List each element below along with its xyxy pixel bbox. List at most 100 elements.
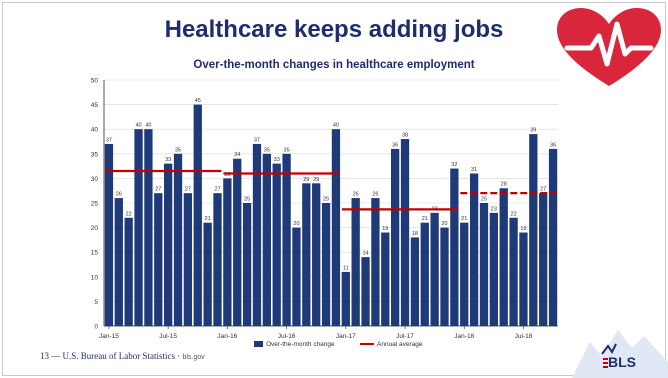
- bar: [489, 212, 498, 326]
- bar: [233, 158, 242, 326]
- y-tick-label: 10: [91, 274, 99, 281]
- chart-subtitle: Over-the-month changes in healthcare emp…: [193, 59, 475, 71]
- bar: [124, 217, 133, 326]
- heart-pulse-icon: [557, 8, 661, 86]
- data-label: 36: [550, 142, 556, 148]
- data-label: 29: [303, 177, 309, 183]
- data-label: 21: [422, 216, 428, 222]
- data-label: 40: [145, 123, 151, 129]
- page-number: 13: [40, 351, 49, 361]
- y-tick-label: 30: [91, 176, 99, 183]
- y-tick-label: 35: [91, 151, 99, 158]
- data-label: 26: [116, 192, 122, 198]
- bar: [292, 227, 301, 326]
- data-label: 22: [511, 211, 517, 217]
- y-tick-label: 20: [91, 225, 99, 232]
- bar: [252, 143, 262, 326]
- x-tick-label: Jul-16: [278, 333, 296, 340]
- data-label: 38: [402, 133, 408, 139]
- bar: [479, 203, 489, 326]
- bar: [114, 198, 123, 326]
- data-label: 22: [126, 211, 132, 217]
- data-label: 33: [274, 157, 280, 163]
- data-label: 39: [530, 128, 536, 134]
- data-label: 18: [412, 231, 418, 237]
- footer-source: — U.S. Bureau of Labor Statistics ·: [51, 351, 181, 361]
- data-label: 20: [441, 221, 447, 227]
- data-label: 31: [471, 167, 477, 173]
- data-label: 34: [234, 152, 240, 158]
- data-label: 28: [501, 182, 507, 188]
- bar: [391, 148, 400, 326]
- y-tick-label: 15: [91, 250, 99, 257]
- bls-logo-text: BLS: [608, 354, 636, 370]
- bar: [400, 139, 410, 326]
- legend-label-bars: Over-the-month change: [266, 341, 335, 348]
- bar: [529, 134, 538, 326]
- y-tick-label: 5: [94, 299, 98, 306]
- data-label: 20: [293, 221, 299, 227]
- data-label: 40: [333, 123, 339, 129]
- data-label: 35: [175, 147, 181, 153]
- x-tick-label: Jul-18: [515, 333, 533, 340]
- y-tick-label: 40: [91, 127, 99, 134]
- y-tick-label: 25: [91, 201, 99, 208]
- bar: [351, 198, 360, 326]
- data-label: 37: [106, 137, 112, 143]
- y-tick-label: 50: [91, 78, 99, 85]
- bar: [272, 163, 281, 326]
- bar: [183, 193, 193, 326]
- bar: [242, 203, 252, 326]
- data-label: 35: [264, 147, 270, 153]
- bar: [282, 153, 291, 326]
- x-tick-label: Jan-17: [336, 333, 356, 340]
- bar: [371, 198, 380, 326]
- bar: [539, 193, 548, 326]
- data-label: 37: [254, 137, 260, 143]
- slide-title: Healthcare keeps adding jobs: [164, 16, 504, 43]
- data-label: 27: [155, 187, 161, 193]
- bar: [213, 193, 222, 326]
- legend-swatch-bars: [254, 341, 263, 347]
- data-label: 11: [343, 265, 349, 271]
- data-label: 40: [135, 123, 141, 129]
- bar: [381, 232, 390, 326]
- x-tick-label: Jan-16: [217, 333, 237, 340]
- data-label: 25: [481, 197, 487, 203]
- bar: [203, 222, 212, 326]
- x-tick-label: Jul-17: [396, 333, 414, 340]
- bar: [223, 178, 232, 326]
- bar: [341, 271, 350, 326]
- data-label: 19: [520, 226, 526, 232]
- data-label: 30: [224, 172, 230, 178]
- data-label: 35: [284, 147, 290, 153]
- bar: [302, 183, 311, 326]
- bar: [173, 153, 183, 326]
- bar: [499, 188, 508, 326]
- data-label: 23: [491, 206, 497, 212]
- bar: [312, 183, 321, 326]
- bar: [460, 222, 469, 326]
- bar: [519, 232, 528, 326]
- x-tick-label: Jan-15: [99, 333, 119, 340]
- data-label: 32: [451, 162, 457, 168]
- data-label: 27: [540, 187, 546, 193]
- data-label: 26: [353, 192, 359, 198]
- data-label: 21: [205, 216, 211, 222]
- bar: [440, 227, 449, 326]
- bar: [361, 257, 370, 326]
- bar: [144, 129, 153, 326]
- bar: [104, 143, 114, 326]
- bar: [331, 129, 341, 326]
- data-label: 14: [362, 251, 368, 257]
- footer-url[interactable]: bls.gov: [182, 354, 205, 361]
- data-label: 25: [323, 197, 329, 203]
- data-label: 19: [382, 226, 388, 232]
- data-label: 27: [214, 187, 220, 193]
- bar: [548, 148, 558, 326]
- data-label: 27: [185, 187, 191, 193]
- data-label: 29: [313, 177, 319, 183]
- bls-logo-graphic: [572, 330, 668, 378]
- bar: [410, 237, 420, 326]
- y-tick-label: 45: [91, 102, 99, 109]
